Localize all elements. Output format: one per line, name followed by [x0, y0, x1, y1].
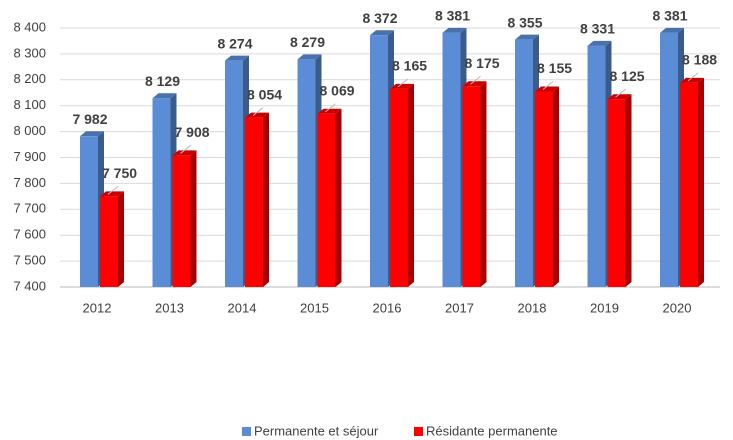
value-label: 8 054 [247, 86, 282, 102]
bar [100, 196, 118, 287]
value-label: 8 069 [320, 82, 355, 98]
leader-line [470, 75, 481, 85]
leader-line [180, 145, 191, 154]
leader-line [252, 107, 264, 117]
bar [587, 45, 606, 287]
bar [152, 98, 171, 288]
bar [297, 59, 316, 287]
y-tick-label: 8 400 [13, 19, 46, 34]
bar-top [245, 112, 269, 118]
value-label: 7 750 [102, 165, 137, 181]
y-tick-label: 8 000 [13, 123, 46, 138]
bar-top [660, 27, 684, 33]
bar [462, 86, 481, 288]
bar [317, 113, 336, 287]
bar-top [225, 55, 249, 61]
value-label: 8 129 [145, 73, 180, 89]
bar-top [587, 40, 612, 46]
bar [225, 60, 243, 287]
bar-top [607, 94, 632, 100]
legend-swatch [414, 427, 423, 436]
bar [680, 82, 698, 288]
value-label: 7 908 [175, 124, 210, 140]
value-label: 8 155 [537, 60, 572, 76]
bar [535, 91, 553, 287]
x-tick-label: 2019 [590, 300, 619, 315]
bar-top [535, 86, 559, 92]
value-label: 8 381 [435, 8, 470, 24]
value-label: 8 125 [610, 68, 645, 84]
y-tick-label: 8 200 [13, 71, 46, 86]
x-tick-label: 2017 [445, 300, 474, 315]
bar-top [515, 34, 539, 40]
bar [442, 32, 461, 287]
bar-top [317, 108, 342, 114]
value-label: 8 175 [465, 55, 500, 71]
bar-side [118, 191, 124, 287]
leader-line [397, 78, 409, 88]
value-label: 8 331 [580, 21, 615, 37]
bar [370, 35, 388, 287]
bar-top [370, 30, 394, 36]
bar-top [442, 27, 467, 33]
legend-label: Résidante permanente [426, 423, 558, 438]
bar [515, 39, 533, 287]
value-label: 8 381 [652, 8, 687, 24]
y-tick-label: 8 100 [13, 97, 46, 112]
leader-line [615, 88, 626, 98]
bar-top [80, 131, 104, 137]
value-label: 8 274 [217, 35, 252, 51]
bar-side [408, 83, 414, 288]
leader-line [107, 185, 119, 195]
x-tick-label: 2016 [373, 300, 402, 315]
value-label: 8 355 [507, 14, 542, 30]
bar-top [680, 77, 704, 83]
bar [245, 117, 263, 287]
value-label: 8 165 [392, 58, 427, 74]
bar-top [462, 81, 487, 87]
bar-side [263, 112, 269, 287]
bar-side [335, 108, 342, 287]
bar-side [698, 77, 704, 288]
bar [660, 32, 678, 287]
bar-top [297, 54, 322, 60]
bar [390, 88, 408, 288]
value-label: 8 188 [682, 52, 717, 68]
bar [607, 99, 626, 287]
bar-side [553, 86, 559, 287]
x-tick-label: 2012 [83, 300, 112, 315]
x-tick-label: 2013 [155, 300, 184, 315]
bar-side [625, 94, 632, 287]
bar-top [172, 150, 197, 156]
bar-top [390, 83, 414, 89]
y-tick-label: 7 600 [13, 227, 46, 242]
y-tick-label: 8 300 [13, 45, 46, 60]
x-tick-label: 2015 [300, 300, 329, 315]
x-tick-label: 2014 [228, 300, 257, 315]
y-tick-label: 7 500 [13, 253, 46, 268]
bar-top [100, 191, 124, 197]
bar-side [190, 150, 197, 287]
leader-line [542, 81, 554, 90]
bar [80, 136, 98, 287]
bar [172, 155, 191, 287]
leader-line [325, 103, 336, 113]
y-tick-label: 7 400 [13, 278, 46, 293]
y-tick-label: 7 800 [13, 175, 46, 190]
bar-side [480, 81, 487, 288]
bar-top [152, 93, 177, 99]
x-tick-label: 2020 [663, 300, 692, 315]
y-tick-label: 7 700 [13, 201, 46, 216]
y-tick-label: 7 900 [13, 149, 46, 164]
value-label: 7 982 [72, 111, 107, 127]
legend-label: Permanente et séjour [254, 423, 379, 438]
legend-swatch [242, 427, 251, 436]
x-tick-label: 2018 [518, 300, 547, 315]
value-label: 8 372 [362, 10, 397, 26]
value-label: 8 279 [290, 34, 325, 50]
leader-line [687, 72, 699, 82]
